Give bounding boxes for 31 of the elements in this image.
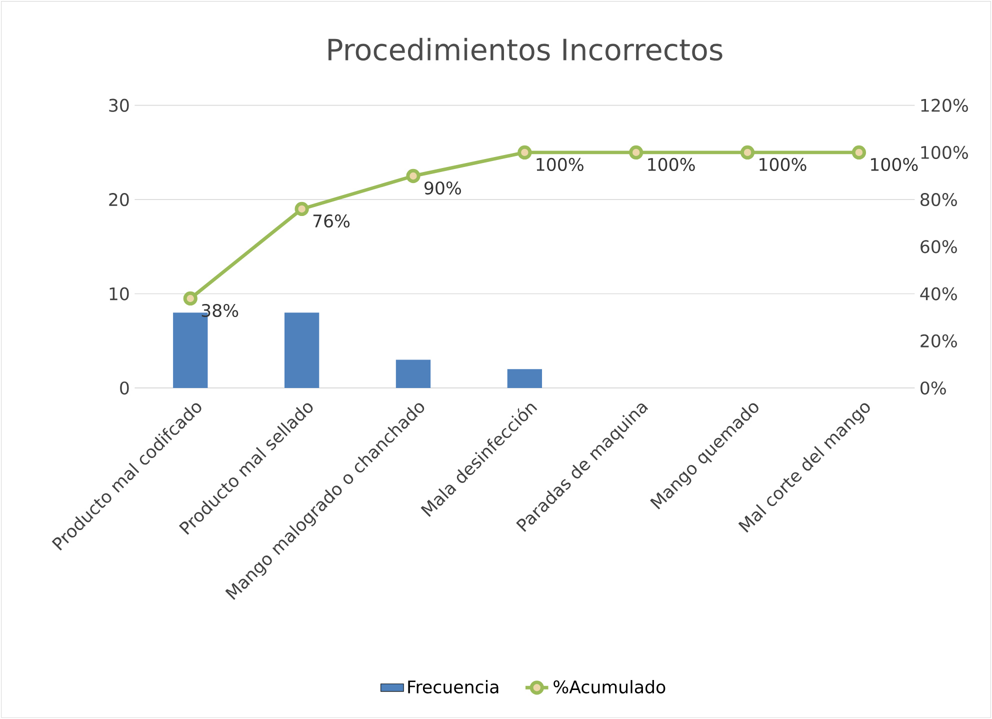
point: [183, 291, 198, 306]
data-label: 100%: [871, 158, 918, 172]
legend-label: Frecuencia: [408, 680, 498, 694]
point: [740, 145, 755, 160]
chart-title: Procedimientos Incorrectos: [328, 38, 722, 61]
y2-tick-label: 120%: [921, 98, 968, 112]
data-label: 38%: [202, 304, 238, 318]
data-label: 90%: [424, 181, 461, 195]
y2-tick-label: 0%: [920, 381, 946, 395]
legend-label: %Acumulado: [554, 680, 666, 694]
y-tick-label: 10: [110, 287, 129, 300]
data-label: 100%: [536, 158, 584, 172]
point: [294, 202, 309, 216]
data-label: 100%: [648, 158, 695, 172]
data-label: 100%: [760, 158, 806, 172]
y2-tick-label: 20%: [920, 334, 957, 348]
y-tick-label: 20: [109, 193, 129, 206]
bar: [284, 312, 320, 388]
y2-tick-label: 40%: [920, 287, 957, 300]
y-tick-label: 30: [109, 98, 129, 112]
point: [406, 168, 420, 184]
point: [852, 145, 866, 160]
y2-tick-label: 80%: [920, 193, 957, 206]
y2-tick-label: 100%: [921, 146, 968, 160]
bar: [507, 369, 542, 388]
bar: [396, 360, 431, 388]
point: [629, 145, 644, 160]
y2-tick-label: 60%: [920, 240, 957, 254]
point: [518, 145, 532, 160]
data-label: 76%: [313, 214, 350, 228]
y-tick-label: 0: [120, 381, 129, 395]
